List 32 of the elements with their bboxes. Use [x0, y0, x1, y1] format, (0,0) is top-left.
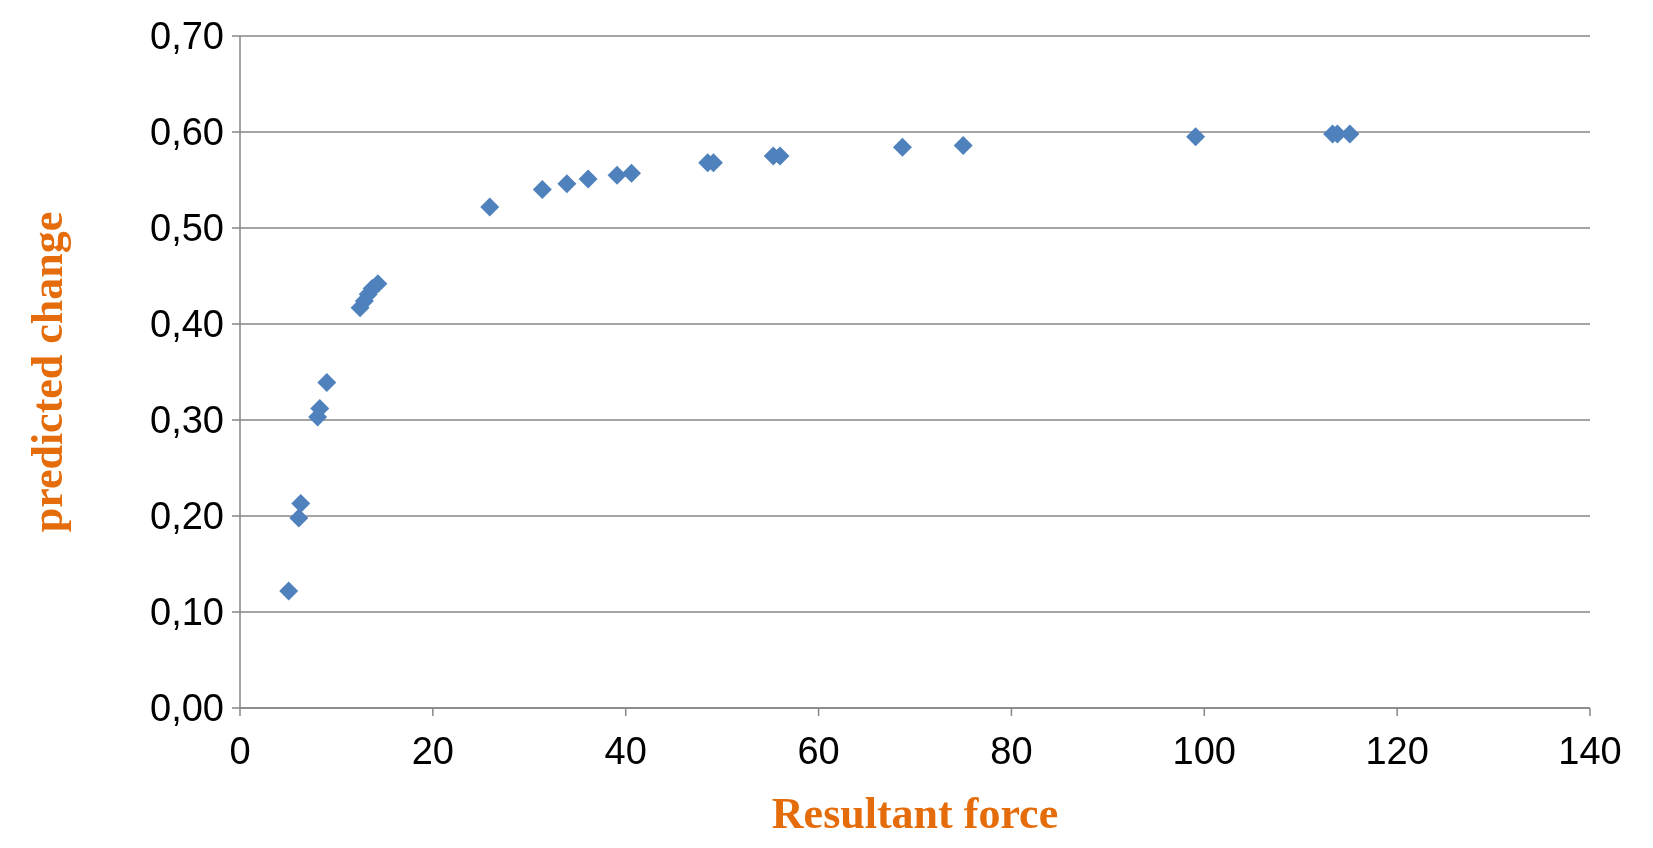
y-tick-label: 0,70 — [150, 15, 224, 58]
y-tick-label: 0,30 — [150, 399, 224, 442]
point — [279, 581, 299, 601]
x-tick-label: 140 — [1558, 730, 1622, 772]
point — [578, 169, 598, 189]
y-axis-title: predicted change — [23, 211, 72, 533]
point — [480, 197, 500, 217]
x-tick-label: 80 — [990, 730, 1033, 772]
point — [289, 508, 309, 528]
x-tick-label: 40 — [604, 730, 647, 772]
point — [557, 174, 577, 194]
point — [622, 163, 641, 183]
point — [291, 494, 311, 514]
y-tick-label: 0,10 — [150, 591, 224, 634]
y-tick-label: 0,00 — [150, 687, 224, 730]
x-tick-label: 0 — [229, 730, 251, 772]
x-tick-label: 120 — [1365, 730, 1429, 772]
point — [1186, 127, 1206, 147]
y-tick-label: 0,50 — [150, 207, 224, 250]
y-tick-label: 0,40 — [150, 303, 224, 346]
x-axis-title: Resultant force — [771, 789, 1059, 838]
point — [1340, 124, 1360, 144]
point — [953, 135, 973, 155]
x-tick-label: 60 — [797, 730, 840, 772]
point — [317, 373, 337, 393]
y-tick-label: 0,20 — [150, 495, 224, 538]
point — [532, 180, 552, 200]
y-tick-label: 0,60 — [150, 111, 224, 154]
point — [607, 165, 627, 185]
x-tick-label: 100 — [1172, 730, 1236, 772]
point — [892, 137, 912, 157]
x-tick-label: 20 — [411, 730, 454, 772]
